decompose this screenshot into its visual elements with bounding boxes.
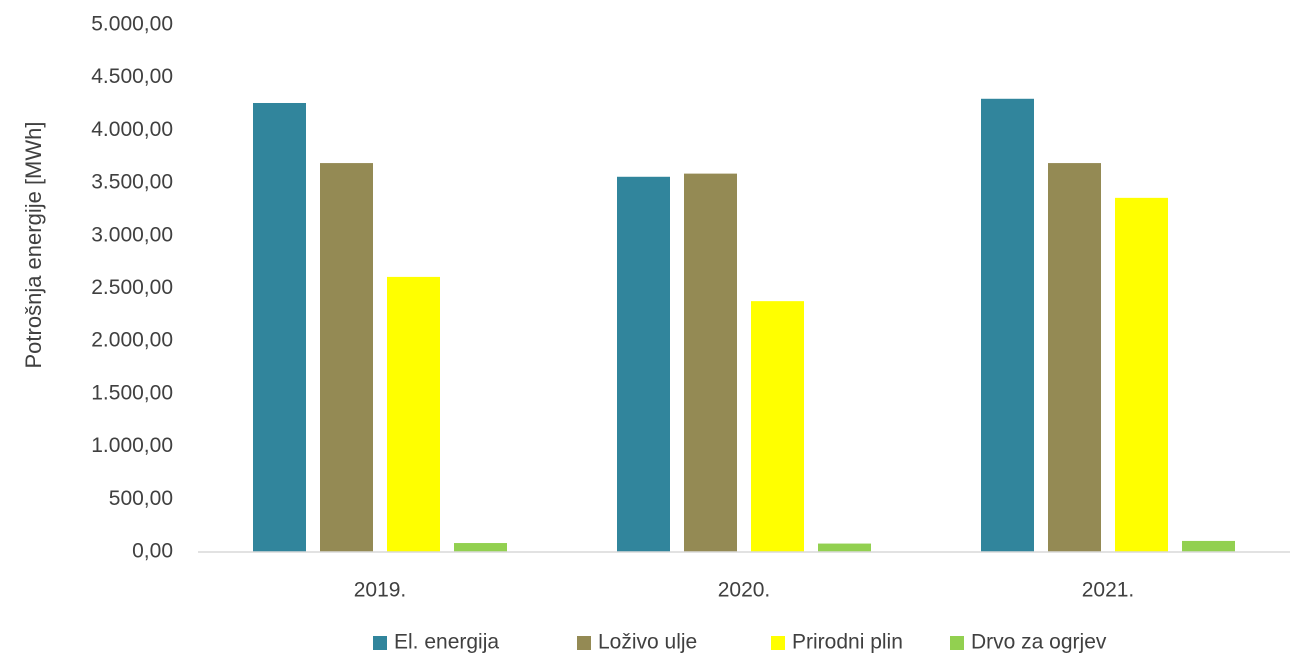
legend: El. energija Loživo ulje Prirodni plin Drvo…: [373, 631, 1107, 654]
bars: [253, 98, 1235, 552]
bar: [387, 276, 440, 552]
legend-label: Loživo ulje: [598, 631, 697, 654]
legend-label: Prirodni plin: [792, 631, 903, 654]
legend-swatch: [373, 636, 387, 650]
y-axis-label: Potrošnja energije [MWh]: [21, 122, 46, 369]
y-tick-label: 2.000,00: [91, 329, 173, 352]
x-axis-ticks: 2019. 2020. 2021.: [354, 579, 1135, 602]
y-axis-ticks: 0,00 500,00 1.000,00 1.500,00 2.000,00 2.500,…: [91, 13, 173, 563]
y-tick-label: 1.000,00: [91, 434, 173, 457]
y-tick-label: 500,00: [109, 487, 173, 510]
y-tick-label: 4.500,00: [91, 65, 173, 88]
legend-swatch: [577, 636, 591, 650]
y-tick-label: 3.000,00: [91, 223, 173, 246]
y-tick-label: 3.500,00: [91, 171, 173, 194]
legend-label: El. energija: [394, 631, 499, 654]
bar: [1048, 163, 1101, 552]
y-tick-label: 4.000,00: [91, 118, 173, 141]
legend-label: Drvo za ogrjev: [971, 631, 1107, 654]
legend-item: El. energija: [373, 631, 499, 654]
legend-swatch: [771, 636, 785, 650]
y-tick-label: 0,00: [132, 540, 173, 563]
bar: [1115, 197, 1168, 552]
bar: [253, 102, 306, 552]
bar: [320, 163, 373, 552]
legend-item: Drvo za ogrjev: [950, 631, 1107, 654]
bar: [454, 543, 507, 552]
bar: [818, 543, 871, 552]
bar: [751, 301, 804, 552]
legend-swatch: [950, 636, 964, 650]
y-tick-label: 1.500,00: [91, 381, 173, 404]
legend-item: Prirodni plin: [771, 631, 903, 654]
x-tick-label: 2020.: [718, 579, 771, 602]
y-tick-label: 2.500,00: [91, 276, 173, 299]
bar: [981, 98, 1034, 552]
bar: [684, 173, 737, 552]
y-tick-label: 5.000,00: [91, 13, 173, 36]
bar: [617, 176, 670, 552]
x-tick-label: 2019.: [354, 579, 407, 602]
legend-item: Loživo ulje: [577, 631, 697, 654]
x-tick-label: 2021.: [1082, 579, 1135, 602]
bar: [1182, 540, 1235, 552]
